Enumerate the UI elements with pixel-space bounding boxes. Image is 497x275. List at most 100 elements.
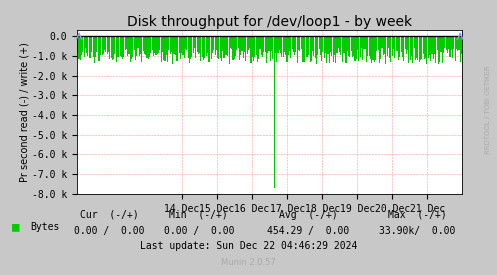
Bar	[280, 36, 281, 53]
Bar	[330, 36, 331, 52]
Bar	[276, 36, 277, 62]
Bar	[281, 36, 282, 57]
Bar	[316, 36, 317, 64]
Bar	[153, 36, 154, 56]
Bar	[301, 36, 302, 50]
Bar	[213, 36, 214, 50]
Bar	[388, 36, 389, 48]
Bar	[289, 36, 290, 51]
Bar	[415, 36, 416, 60]
Bar	[147, 36, 148, 58]
Bar	[132, 36, 133, 57]
Bar	[446, 36, 447, 50]
Bar	[378, 36, 379, 50]
Bar	[104, 36, 105, 50]
Bar	[246, 36, 247, 61]
Text: 0.00 /  0.00: 0.00 / 0.00	[74, 226, 145, 236]
Bar	[370, 36, 371, 59]
Bar	[79, 36, 80, 59]
Y-axis label: Pr second read (-) / write (+): Pr second read (-) / write (+)	[19, 42, 29, 182]
Bar	[172, 36, 173, 64]
Bar	[397, 36, 398, 51]
Bar	[237, 36, 238, 50]
Bar	[383, 36, 384, 55]
Bar	[143, 36, 144, 51]
Bar	[80, 36, 81, 60]
Bar	[216, 36, 217, 50]
Bar	[242, 36, 243, 51]
Bar	[361, 36, 362, 48]
Bar	[258, 36, 259, 59]
Bar	[168, 36, 169, 50]
Bar	[290, 36, 291, 59]
Bar	[286, 36, 287, 62]
Bar	[171, 36, 172, 52]
Bar	[402, 36, 403, 57]
Bar	[191, 36, 192, 57]
Text: Last update: Sun Dec 22 04:46:29 2024: Last update: Sun Dec 22 04:46:29 2024	[140, 241, 357, 251]
Bar	[279, 36, 280, 50]
Bar	[334, 36, 335, 55]
Bar	[406, 36, 407, 54]
Bar	[336, 36, 337, 53]
Bar	[154, 36, 155, 53]
Bar	[363, 36, 364, 49]
Bar	[285, 36, 286, 55]
Bar	[135, 36, 136, 60]
Bar	[306, 36, 307, 57]
Bar	[195, 36, 196, 58]
Bar	[312, 36, 313, 51]
Bar	[273, 36, 275, 188]
Bar	[109, 36, 110, 59]
Bar	[87, 36, 88, 56]
Bar	[266, 36, 267, 63]
Bar	[326, 36, 328, 63]
Bar	[248, 36, 249, 50]
Bar	[294, 36, 295, 55]
Bar	[308, 36, 309, 55]
Bar	[328, 36, 329, 54]
Bar	[167, 36, 168, 62]
Bar	[141, 36, 143, 62]
Bar	[90, 36, 91, 58]
Bar	[92, 36, 93, 57]
Bar	[319, 36, 320, 49]
Bar	[372, 36, 374, 60]
Bar	[134, 36, 135, 50]
Bar	[411, 36, 412, 56]
Bar	[259, 36, 260, 49]
Bar	[367, 36, 368, 56]
Bar	[243, 36, 244, 57]
Bar	[206, 36, 207, 56]
Bar	[181, 36, 182, 53]
Bar	[177, 36, 178, 61]
Bar	[353, 36, 354, 56]
Bar	[288, 36, 289, 54]
Bar	[400, 36, 401, 57]
Bar	[150, 36, 152, 53]
Bar	[365, 36, 366, 49]
Bar	[339, 36, 340, 52]
Bar	[349, 36, 350, 57]
Bar	[145, 36, 146, 55]
Text: Max  (-/+): Max (-/+)	[388, 210, 447, 219]
Bar	[263, 36, 264, 52]
Bar	[224, 36, 225, 58]
Bar	[235, 36, 236, 56]
Bar	[393, 36, 394, 49]
Text: ■: ■	[12, 220, 20, 233]
Bar	[234, 36, 235, 59]
Bar	[193, 36, 194, 53]
Bar	[460, 36, 461, 62]
Bar	[211, 36, 212, 59]
Bar	[81, 36, 82, 55]
Bar	[275, 36, 276, 53]
Bar	[119, 36, 121, 56]
Bar	[161, 36, 162, 62]
Bar	[187, 36, 189, 58]
Bar	[433, 36, 434, 59]
Bar	[221, 36, 222, 61]
Bar	[215, 36, 216, 55]
Bar	[293, 36, 294, 52]
Bar	[394, 36, 395, 58]
